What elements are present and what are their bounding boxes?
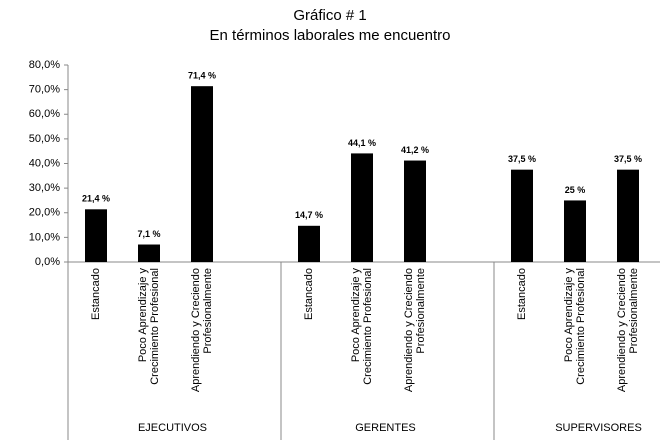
bar	[511, 169, 533, 262]
value-label: 37,5 %	[508, 154, 536, 164]
bar	[191, 86, 213, 263]
x-tick-label: Poco Aprendizaje yCrecimiento Profesiona…	[137, 268, 161, 385]
bar	[564, 200, 586, 262]
x-tick-label-line: Poco Aprendizaje y	[563, 268, 575, 363]
value-label: 7,1 %	[137, 229, 160, 239]
bar	[298, 225, 320, 262]
y-tick-label: 60,0%	[29, 108, 60, 120]
group-label: SUPERVISORES	[555, 422, 642, 434]
x-tick-label: Poco Aprendizaje yCrecimiento Profesiona…	[563, 268, 587, 385]
x-tick-label-line: Estancado	[90, 268, 102, 320]
y-tick-label: 20,0%	[29, 207, 60, 219]
x-tick-label: Estancado	[90, 268, 102, 320]
group-label: GERENTES	[355, 422, 416, 434]
bar	[617, 169, 639, 262]
x-tick-label: Estancado	[303, 268, 315, 320]
y-tick-label: 80,0%	[29, 59, 60, 71]
x-tick-label-line: Poco Aprendizaje y	[350, 268, 362, 363]
y-tick-label: 30,0%	[29, 182, 60, 194]
x-tick-label-line: Estancado	[303, 268, 315, 320]
x-tick-label-line: Aprendiendo y Creciendo	[616, 268, 628, 392]
x-tick-label: Aprendiendo y CreciendoProfesionalmente	[616, 268, 640, 392]
value-label: 37,5 %	[614, 154, 642, 164]
value-label: 14,7 %	[295, 210, 323, 220]
x-tick-label-line: Crecimiento Profesional	[362, 268, 374, 385]
y-tick-label: 40,0%	[29, 157, 60, 169]
value-label: 21,4 %	[82, 194, 110, 204]
value-label: 71,4 %	[188, 71, 216, 81]
x-tick-label: Poco Aprendizaje yCrecimiento Profesiona…	[350, 268, 374, 385]
x-tick-label-line: Profesionalmente	[628, 268, 640, 354]
value-label: 44,1 %	[348, 138, 376, 148]
chart-title: Gráfico # 1	[293, 7, 366, 24]
x-tick-label-line: Crecimiento Profesional	[575, 268, 587, 385]
x-tick-label: Estancado	[516, 268, 528, 320]
x-tick-label-line: Aprendiendo y Creciendo	[190, 268, 202, 392]
group-label: EJECUTIVOS	[138, 422, 207, 434]
x-tick-label-line: Aprendiendo y Creciendo	[403, 268, 415, 392]
bar	[85, 209, 107, 262]
bar	[404, 160, 426, 262]
y-tick-label: 70,0%	[29, 84, 60, 96]
x-tick-label-line: Crecimiento Profesional	[149, 268, 161, 385]
x-tick-label-line: Profesionalmente	[415, 268, 427, 354]
x-tick-label: Aprendiendo y CreciendoProfesionalmente	[403, 268, 427, 392]
y-tick-label: 0,0%	[35, 256, 60, 268]
x-tick-label-line: Estancado	[516, 268, 528, 320]
value-label: 25 %	[565, 185, 586, 195]
x-tick-label: Aprendiendo y CreciendoProfesionalmente	[190, 268, 214, 392]
bar	[138, 244, 160, 262]
y-tick-label: 50,0%	[29, 133, 60, 145]
chart-subtitle: En términos laborales me encuentro	[210, 27, 451, 44]
x-tick-label-line: Poco Aprendizaje y	[137, 268, 149, 363]
y-tick-label: 10,0%	[29, 231, 60, 243]
x-tick-label-line: Profesionalmente	[202, 268, 214, 354]
bar	[351, 153, 373, 262]
value-label: 41,2 %	[401, 145, 429, 155]
